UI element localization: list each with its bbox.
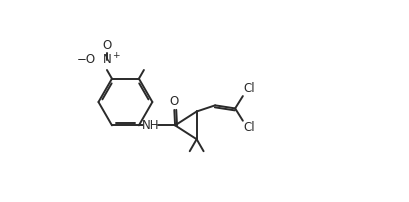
Text: +: +: [112, 51, 119, 60]
Text: O: O: [102, 39, 111, 52]
Text: Cl: Cl: [243, 82, 255, 95]
Text: −O: −O: [76, 53, 96, 66]
Text: Cl: Cl: [243, 121, 255, 135]
Text: N: N: [102, 53, 111, 66]
Text: NH: NH: [142, 119, 159, 132]
Text: O: O: [169, 95, 178, 108]
